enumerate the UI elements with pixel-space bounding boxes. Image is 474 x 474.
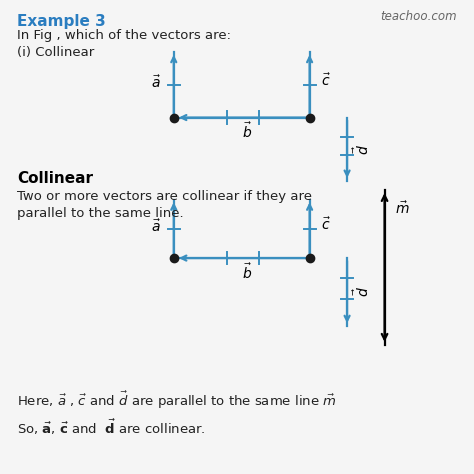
Text: $\vec{d}$: $\vec{d}$ (353, 287, 373, 298)
Text: teachoo.com: teachoo.com (381, 10, 457, 23)
Text: Collinear: Collinear (17, 172, 93, 186)
Text: $\vec{b}$: $\vec{b}$ (242, 262, 253, 282)
Text: (i) Collinear: (i) Collinear (17, 46, 94, 59)
Text: Example 3: Example 3 (17, 15, 106, 29)
Text: $\vec{b}$: $\vec{b}$ (242, 122, 253, 141)
Text: Here, $\vec{a}$ , $\vec{c}$ and $\vec{d}$ are parallel to the same line $\vec{m}: Here, $\vec{a}$ , $\vec{c}$ and $\vec{d}… (17, 389, 337, 410)
Text: In Fig , which of the vectors are:: In Fig , which of the vectors are: (17, 28, 231, 42)
Text: parallel to the same line.: parallel to the same line. (17, 208, 183, 220)
Text: $\vec{a}$: $\vec{a}$ (151, 74, 161, 91)
Text: $\vec{a}$: $\vec{a}$ (151, 218, 161, 235)
Text: Two or more vectors are collinear if they are: Two or more vectors are collinear if the… (17, 190, 312, 203)
Text: $\vec{c}$: $\vec{c}$ (321, 217, 331, 233)
Text: $\vec{c}$: $\vec{c}$ (321, 73, 331, 89)
Text: $\vec{m}$: $\vec{m}$ (395, 201, 410, 217)
Text: $\vec{d}$: $\vec{d}$ (353, 144, 373, 155)
Text: So, $\mathbf{\vec{a}}$, $\mathbf{\vec{c}}$ and  $\mathbf{\vec{d}}$ are collinear: So, $\mathbf{\vec{a}}$, $\mathbf{\vec{c}… (17, 417, 206, 437)
